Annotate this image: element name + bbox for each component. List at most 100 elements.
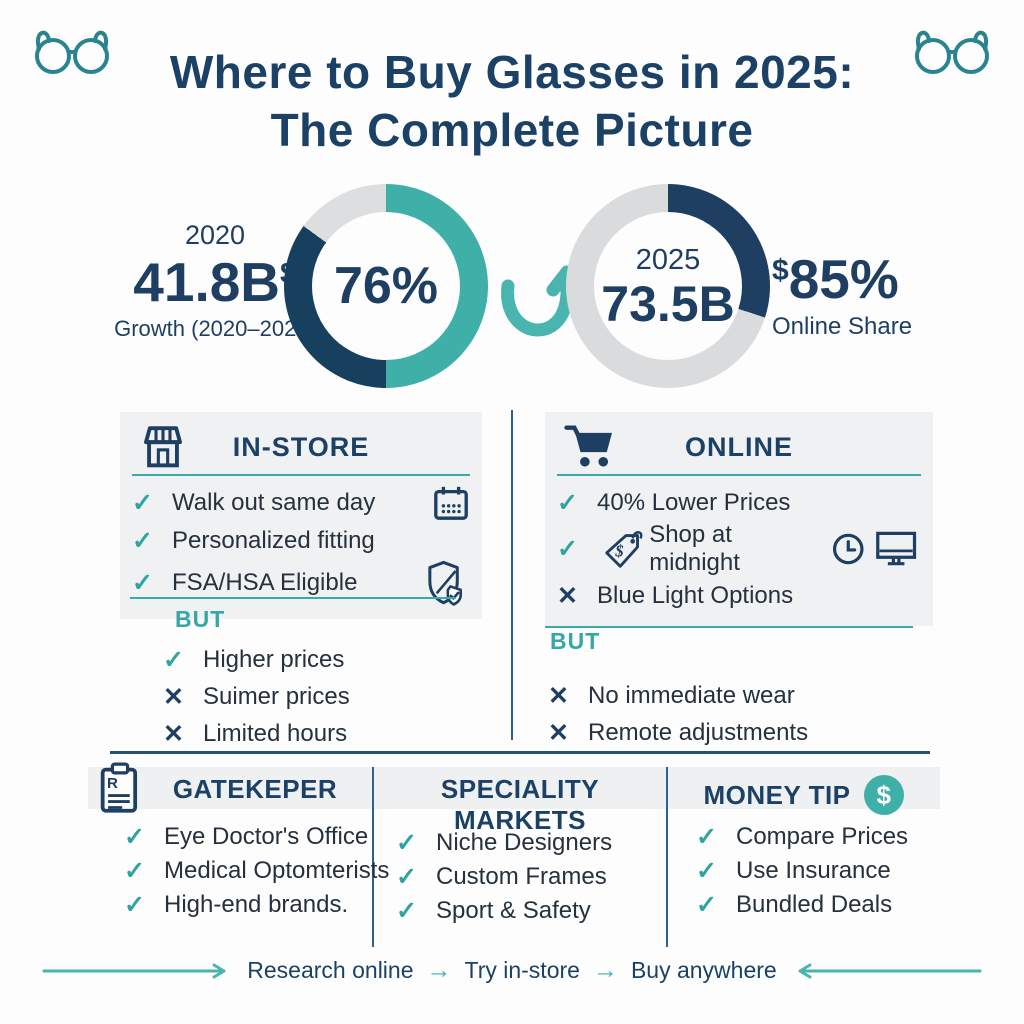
cross-icon: ✕ xyxy=(557,581,578,610)
check-icon: ✓ xyxy=(557,488,578,517)
online-share-value: $85% xyxy=(772,248,899,310)
speciality-markets-list: ✓ Niche Designers ✓ Custom Frames ✓ Sport &… xyxy=(396,826,612,928)
online-but-item-label: No immediate wear xyxy=(588,681,795,709)
but-label: BUT xyxy=(550,628,601,654)
online-item: ✓ 40% Lower Prices xyxy=(557,484,921,521)
check-icon: ✓ xyxy=(124,823,145,851)
column-divider xyxy=(511,410,513,740)
flow-step: Try in-store xyxy=(464,957,580,983)
instore-but-item-label: Suimer prices xyxy=(203,682,350,710)
glasses-icon xyxy=(35,30,109,74)
glasses-icon xyxy=(915,30,989,74)
list-item-label: Eye Doctor's Office xyxy=(164,823,369,850)
instore-item-label: Walk out same day xyxy=(172,489,376,516)
divider xyxy=(545,626,913,628)
instore-item-label: FSA/HSA Eligible xyxy=(172,569,358,596)
instore-panel: IN-STORE ✓ Walk out same day ✓ Personali… xyxy=(120,412,482,619)
list-item-label: Use Insurance xyxy=(736,857,891,884)
arrow-left-line-icon xyxy=(798,963,982,978)
list-item-label: Niche Designers xyxy=(436,829,613,856)
page-title: Where to Buy Glasses in 2025: The Comple… xyxy=(0,44,1024,159)
list-item: ✓ Custom Frames xyxy=(396,860,612,894)
donut-hole xyxy=(594,212,742,360)
money-tip-label: MONEY TIP xyxy=(703,779,851,810)
donut-chart-2025: 2025 73.5B xyxy=(566,184,770,388)
check-icon: ✓ xyxy=(163,645,184,674)
list-item-label: Sport & Safety xyxy=(436,897,591,924)
check-icon: ✓ xyxy=(696,823,717,851)
list-item: ✓ Compare Prices xyxy=(696,820,908,854)
title-line-1: Where to Buy Glasses in 2025: xyxy=(169,46,855,98)
arrow-right-line-icon xyxy=(42,963,226,978)
instore-but-item: ✕ Limited hours xyxy=(163,715,443,752)
online-share-caption: Online Share xyxy=(772,313,913,340)
list-item-label: High-end brands. xyxy=(164,891,349,918)
instore-title: IN-STORE xyxy=(232,432,370,462)
instore-but-item: ✓ Higher prices xyxy=(163,641,443,678)
monitor-icon xyxy=(875,531,916,566)
stat-2020-caption: Growth (2020–2025) xyxy=(114,316,316,342)
instore-but-item-label: Higher prices xyxy=(203,645,345,673)
online-item: ✕ Blue Light Options xyxy=(557,577,921,614)
svg-text:R: R xyxy=(107,775,118,792)
arrow-right-icon: → xyxy=(426,956,452,984)
currency-symbol: $ xyxy=(772,254,789,287)
cross-icon: ✕ xyxy=(163,719,184,748)
check-icon: ✓ xyxy=(396,897,417,925)
list-item-label: Bundled Deals xyxy=(736,891,893,918)
column-divider xyxy=(666,767,668,947)
online-item: ✓ $ Shop at midnight xyxy=(557,521,921,577)
check-icon: ✓ xyxy=(696,891,717,919)
arrow-right-icon: → xyxy=(592,956,618,984)
money-tip-title: MONEY TIP $ xyxy=(670,774,938,816)
check-icon: ✓ xyxy=(124,891,145,919)
but-label: BUT xyxy=(175,606,226,632)
online-panel: ONLINE ✓ 40% Lower Prices ✓ $ Shop at mi… xyxy=(545,412,933,626)
title-line-2: The Complete Picture xyxy=(270,103,754,156)
instore-item-label: Personalized fitting xyxy=(172,526,375,554)
list-item: ✓ Eye Doctor's Office xyxy=(124,820,389,854)
list-item-label: Custom Frames xyxy=(436,863,607,890)
list-item: ✓ Sport & Safety xyxy=(396,894,612,928)
buying-flow: Research online → Try in-store → Buy any… xyxy=(0,956,1024,985)
rx-clipboard-icon: R xyxy=(100,762,138,813)
flow-step: Buy anywhere xyxy=(630,957,777,983)
online-title: ONLINE xyxy=(684,432,793,462)
svg-text:$: $ xyxy=(876,780,891,810)
online-but-item: ✕ Remote adjustments xyxy=(548,714,848,751)
check-icon: ✓ xyxy=(696,857,717,885)
clock-icon xyxy=(833,533,864,565)
online-item-label: 40% Lower Prices xyxy=(597,488,791,516)
stat-online-share: $85% Online Share xyxy=(772,252,952,341)
check-icon: ✓ xyxy=(557,535,578,563)
dollar-circle-icon: $ xyxy=(863,775,904,815)
bottom-header-band xyxy=(88,767,940,809)
check-icon: ✓ xyxy=(132,569,153,597)
cross-icon: ✕ xyxy=(548,681,569,710)
online-but-section: BUT ✕ No immediate wear ✕ Remote adjustm… xyxy=(548,628,848,751)
instore-item: ✓ FSA/HSA Eligible xyxy=(132,559,470,607)
price-tag-icon: $ xyxy=(605,531,643,568)
instore-but-section: BUT ✓ Higher prices ✕ Suimer prices ✕ Li… xyxy=(163,606,443,752)
gatekeeper-list: ✓ Eye Doctor's Office ✓ Medical Optomteris… xyxy=(124,820,389,922)
list-item: ✓ Medical Optomterists xyxy=(124,854,389,888)
donut-2025-year: 2025 xyxy=(635,243,701,276)
donut-hole xyxy=(312,212,460,360)
instore-item: ✓ Walk out same day xyxy=(132,484,470,522)
flow-step: Research online xyxy=(247,957,414,983)
check-icon: ✓ xyxy=(132,489,153,517)
cart-icon xyxy=(564,425,612,467)
section-divider xyxy=(110,751,930,754)
check-icon: ✓ xyxy=(124,857,145,885)
list-item: ✓ Use Insurance xyxy=(696,854,908,888)
stat-2020-year: 2020 xyxy=(184,220,246,250)
list-item-label: Medical Optomterists xyxy=(164,857,390,884)
donut-2025-value: 73.5B xyxy=(601,275,735,332)
online-but-item-label: Remote adjustments xyxy=(588,718,809,746)
check-icon: ✓ xyxy=(396,863,417,891)
online-but-item: ✕ No immediate wear xyxy=(548,677,848,714)
online-item-label: Shop at midnight xyxy=(649,521,740,576)
instore-but-item-label: Limited hours xyxy=(203,719,348,747)
donut-chart-2020: 76% xyxy=(284,184,488,388)
